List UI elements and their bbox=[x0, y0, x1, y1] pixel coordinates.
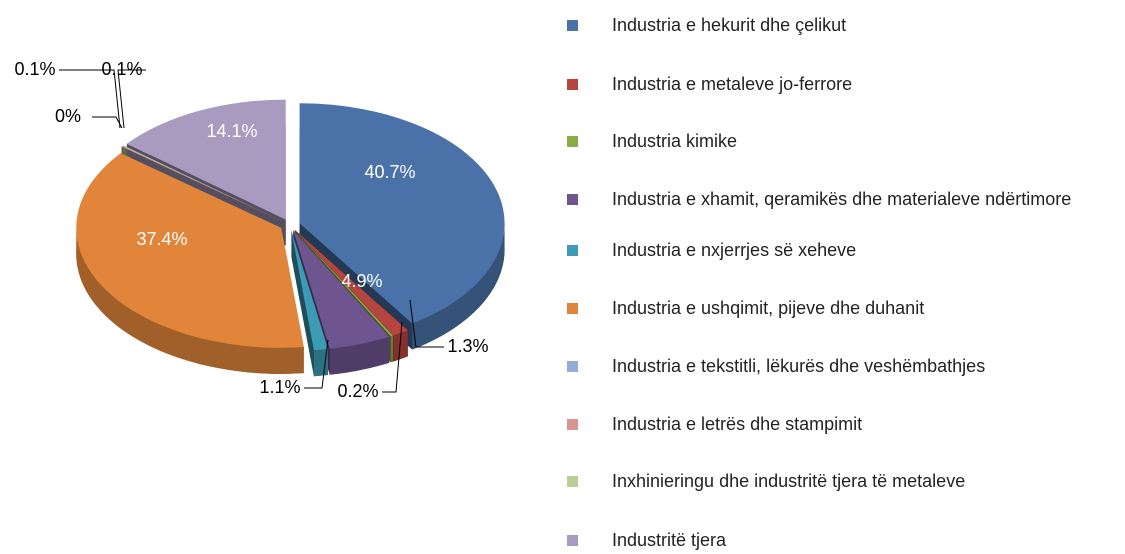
legend-label: Industria e xhamit, qeramikës dhe materi… bbox=[612, 189, 1072, 209]
slice bbox=[121, 146, 283, 222]
data-label: 40.7% bbox=[364, 162, 415, 182]
leader-line bbox=[382, 321, 403, 393]
chart: 40.7% 1.3% 0.2% 4.9% 1.1% 37.4% 0% 0.1% 0.1% 14.1… bbox=[14, 59, 505, 401]
data-label: 14.1% bbox=[206, 121, 257, 141]
legend-swatch bbox=[567, 476, 578, 487]
leader-line bbox=[117, 69, 146, 129]
legend-item: Industritë tjera bbox=[567, 527, 1120, 554]
data-label: 0% bbox=[55, 106, 81, 126]
slice bbox=[294, 230, 394, 337]
legend-label: Industria e metaleve jo-ferrore bbox=[612, 74, 853, 94]
data-label: 1.1% bbox=[259, 377, 300, 397]
slice-side bbox=[393, 330, 408, 362]
slice bbox=[295, 230, 408, 336]
legend-swatch bbox=[567, 361, 578, 372]
legend-label: Industria e hekurit dhe çelikut bbox=[612, 15, 847, 35]
slice-side bbox=[390, 335, 394, 363]
legend-item: Industria e ushqimit, pijeve dhe duhanit bbox=[567, 295, 1120, 322]
slice-side bbox=[76, 227, 304, 374]
legend-swatch bbox=[567, 303, 578, 314]
slice bbox=[293, 230, 390, 349]
legend-label: Industritë tjera bbox=[612, 530, 727, 550]
legend-item: Industria e xhamit, qeramikës dhe materi… bbox=[567, 186, 1120, 213]
legend-label: Industria kimike bbox=[612, 131, 738, 151]
legend-item: Industria kimike bbox=[567, 128, 1120, 155]
legend-item: Industria e letrës dhe stampimit bbox=[567, 411, 1120, 438]
data-label: 0.2% bbox=[337, 381, 378, 401]
legend-item: Industria e nxjerrjes së xeheve bbox=[567, 237, 1120, 264]
data-label: 0.1% bbox=[14, 59, 55, 79]
legend-swatch bbox=[567, 79, 578, 90]
legend-item: Inxhinieringu dhe industritë tjera të me… bbox=[567, 468, 1120, 495]
leader-line bbox=[92, 116, 123, 129]
legend-swatch bbox=[567, 136, 578, 147]
leader-line bbox=[304, 339, 329, 389]
legend-swatch bbox=[567, 194, 578, 205]
data-label: 37.4% bbox=[136, 229, 187, 249]
legend-swatch bbox=[567, 419, 578, 430]
legend-item: Industria e tekstitli, lëkurës dhe veshë… bbox=[567, 353, 1120, 380]
data-label: 0.1% bbox=[101, 59, 142, 79]
slice bbox=[122, 145, 283, 222]
legend-label: Industria e letrës dhe stampimit bbox=[612, 414, 863, 434]
legend-swatch bbox=[567, 20, 578, 31]
data-label: 1.3% bbox=[447, 336, 488, 356]
legend-item: Industria e metaleve jo-ferrore bbox=[567, 71, 1120, 98]
legend-label: Inxhinieringu dhe industritë tjera të me… bbox=[612, 471, 966, 491]
slice-wall bbox=[291, 230, 314, 377]
legend-label: Industria e tekstitli, lëkurës dhe veshë… bbox=[612, 356, 986, 376]
slice-side bbox=[412, 223, 505, 350]
legend-label: Industria e ushqimit, pijeve dhe duhanit bbox=[612, 298, 925, 318]
leader-line bbox=[59, 69, 121, 129]
data-label: 4.9% bbox=[341, 271, 382, 291]
slice-side bbox=[329, 336, 390, 375]
slice bbox=[121, 146, 283, 222]
slice bbox=[76, 153, 304, 348]
legend-swatch bbox=[567, 535, 578, 546]
legend-label: Industria e nxjerrjes së xeheve bbox=[612, 240, 857, 260]
leader-line bbox=[409, 299, 444, 348]
legend-item: Industria e hekurit dhe çelikut bbox=[567, 12, 1120, 39]
slice bbox=[126, 99, 286, 220]
legend-swatch bbox=[567, 245, 578, 256]
slice bbox=[299, 103, 505, 324]
slice bbox=[291, 230, 328, 351]
